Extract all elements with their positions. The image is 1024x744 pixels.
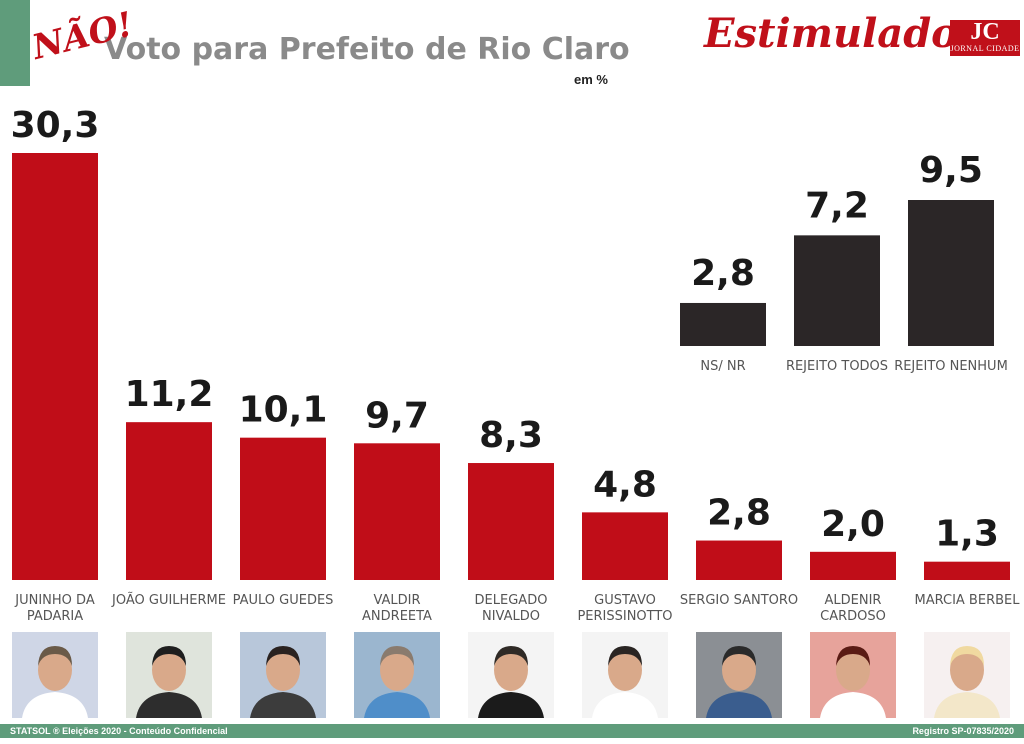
unit-label: em %	[574, 72, 608, 87]
bar-chart: 30,3 JUNINHO DA PADARIA 11,2 JOÃO GUILHERME 1…	[11, 105, 1021, 624]
value-label-delegado-nivaldo: 8,3	[479, 415, 543, 456]
value-label-aldenir-cardoso: 2,0	[821, 504, 885, 545]
category-label-sergio-santoro: SERGIO SANTORO	[680, 593, 798, 608]
candidate-photo-juninho-da-padaria	[12, 632, 98, 718]
value-label-marcia-berbel: 1,3	[935, 514, 999, 555]
candidate-photo-marcia-berbel	[924, 632, 1010, 718]
value-label-sergio-santoro: 2,8	[707, 493, 771, 534]
footer-bar: STATSOL ® Eleições 2020 - Conteúdo Confi…	[0, 724, 1024, 738]
value-label-valdir-andreeta: 9,7	[365, 395, 429, 436]
bar-marcia-berbel	[924, 561, 1010, 580]
bar-gustavo-perissinotto	[582, 512, 668, 580]
bar-aldenir-cardoso	[810, 551, 896, 580]
footer-registry: Registro SP-07835/2020	[912, 726, 1014, 736]
bar-ns-nr	[680, 302, 766, 346]
accent-tab	[0, 0, 30, 86]
jornal-cidade-logo: JC JORNAL CIDADE	[950, 20, 1020, 56]
value-label-juninho-da-padaria: 30,3	[11, 105, 100, 146]
bar-juninho-da-padaria	[12, 153, 98, 580]
bar-joao-guilherme	[126, 422, 212, 580]
chart-title: Voto para Prefeito de Rio Claro	[104, 32, 630, 67]
category-label-marcia-berbel: MARCIA BERBEL	[915, 593, 1021, 608]
candidate-photo-sergio-santoro	[696, 632, 782, 718]
category-label-rejeito-todos: REJEITO TODOS	[786, 359, 888, 374]
value-label-ns-nr: 2,8	[691, 253, 755, 294]
logo-subtitle: JORNAL CIDADE	[950, 44, 1020, 53]
category-label-rejeito-nenhum: REJEITO NENHUM	[894, 359, 1008, 374]
value-label-paulo-guedes: 10,1	[239, 390, 328, 431]
candidate-photo-joao-guilherme	[126, 632, 212, 718]
candidate-photo-aldenir-cardoso	[810, 632, 896, 718]
value-label-joao-guilherme: 11,2	[125, 374, 214, 415]
bar-paulo-guedes	[240, 437, 326, 580]
candidate-photo-paulo-guedes	[240, 632, 326, 718]
footer-source: STATSOL ® Eleições 2020 - Conteúdo Confi…	[10, 726, 228, 736]
category-label-joao-guilherme: JOÃO GUILHERME	[111, 592, 226, 608]
bar-sergio-santoro	[696, 540, 782, 580]
candidate-photo-gustavo-perissinotto	[582, 632, 668, 718]
logo-jc-text: JC	[970, 20, 1000, 45]
value-label-rejeito-todos: 7,2	[805, 185, 869, 226]
candidate-photo-delegado-nivaldo	[468, 632, 554, 718]
value-label-gustavo-perissinotto: 4,8	[593, 464, 657, 505]
category-label-paulo-guedes: PAULO GUEDES	[233, 593, 334, 608]
bar-rejeito-todos	[794, 235, 880, 346]
survey-mode-label: Estimulado	[704, 10, 958, 57]
bar-delegado-nivaldo	[468, 463, 554, 580]
bar-valdir-andreeta	[354, 443, 440, 580]
value-label-rejeito-nenhum: 9,5	[919, 150, 983, 191]
category-label-gustavo-perissinotto: GUSTAVO PERISSINOTTO	[577, 593, 672, 624]
category-label-juninho-da-padaria: JUNINHO DA PADARIA	[14, 593, 95, 624]
candidate-photo-valdir-andreeta	[354, 632, 440, 718]
category-label-ns-nr: NS/ NR	[700, 359, 745, 374]
bar-rejeito-nenhum	[908, 200, 994, 346]
category-label-valdir-andreeta: VALDIR ANDREETA	[362, 593, 432, 624]
category-label-aldenir-cardoso: ALDENIR CARDOSO	[820, 593, 886, 624]
category-label-delegado-nivaldo: DELEGADO NIVALDO	[475, 593, 548, 624]
